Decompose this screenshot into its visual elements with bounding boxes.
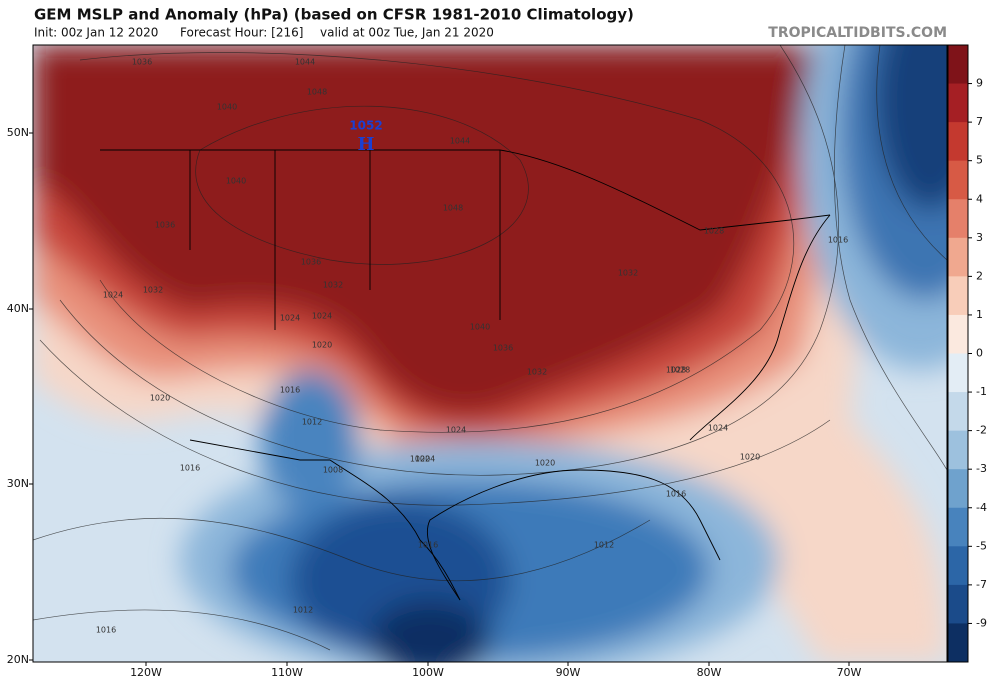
isobar-label: 1040 bbox=[217, 103, 237, 112]
isobar-label: 1012 bbox=[594, 541, 614, 550]
isobars bbox=[33, 45, 947, 651]
isobar-label: 1008 bbox=[323, 466, 343, 475]
colorbar-swatch bbox=[948, 584, 968, 624]
map bbox=[33, 45, 947, 662]
isobar-label: 1012 bbox=[302, 418, 322, 427]
isobar-label: 1020 bbox=[740, 453, 760, 462]
isobar-label: 1024 bbox=[103, 291, 123, 300]
isobar-label: 1036 bbox=[493, 344, 513, 353]
latitude-label: 30N bbox=[7, 477, 29, 490]
latitude-label: 40N bbox=[7, 302, 29, 315]
isobar-label: 1020 bbox=[535, 459, 555, 468]
isobar-label: 1024 bbox=[280, 314, 300, 323]
longitude-label: 100W bbox=[412, 666, 444, 679]
colorbar-label: 4 bbox=[976, 192, 983, 205]
longitude-label: 70W bbox=[837, 666, 862, 679]
isobar-label: 1044 bbox=[295, 58, 315, 67]
isobar-label: 1040 bbox=[226, 177, 246, 186]
colorbar-swatch bbox=[948, 469, 968, 509]
isobar-label: 1028 bbox=[704, 227, 724, 236]
colorbar-swatch bbox=[948, 314, 968, 354]
longitude-label: 80W bbox=[697, 666, 722, 679]
isobar-label: 1024 bbox=[312, 312, 332, 321]
colorbar-swatch bbox=[948, 199, 968, 239]
isobar-label: 1024 bbox=[415, 455, 435, 464]
colorbar-label: -7 bbox=[976, 578, 987, 591]
colorbar-swatch bbox=[948, 122, 968, 162]
isobar-label: 1032 bbox=[323, 281, 343, 290]
site-name: TROPICALTIDBITS.COM bbox=[768, 25, 947, 41]
colorbar-swatch bbox=[948, 507, 968, 547]
isobar-label: 1028 bbox=[670, 366, 690, 375]
colorbar: 9 7 5 4 3 2 1 0 -1 -2 -3 -4 -5 -7 -9 bbox=[947, 44, 987, 663]
colorbar-label: 9 bbox=[976, 77, 983, 90]
colorbar-swatch bbox=[948, 83, 968, 123]
isobar-label: 1020 bbox=[150, 394, 170, 403]
colorbar-label: -5 bbox=[976, 539, 987, 552]
isobar-label: 1016 bbox=[96, 626, 116, 635]
isobar-label: 1044 bbox=[450, 137, 470, 146]
longitude-label: 110W bbox=[271, 666, 303, 679]
forecast-hour: Forecast Hour: [216] bbox=[180, 26, 303, 40]
colorbar-label: 3 bbox=[976, 231, 983, 244]
colorbar-label: 7 bbox=[976, 115, 983, 128]
colorbar-swatch bbox=[948, 45, 968, 85]
colorbar-swatch bbox=[948, 353, 968, 393]
colorbar-swatch bbox=[948, 623, 968, 663]
high-letter: H bbox=[357, 134, 374, 155]
colorbar-swatch bbox=[948, 237, 968, 277]
colorbar-label: -2 bbox=[976, 424, 987, 437]
isobar-label: 1016 bbox=[828, 236, 848, 245]
isobar-label: 1048 bbox=[443, 204, 463, 213]
isobar-label: 1048 bbox=[307, 88, 327, 97]
borders bbox=[100, 149, 831, 601]
isobar-label: 1020 bbox=[312, 341, 332, 350]
colorbar-label: 0 bbox=[976, 347, 983, 360]
isobar-label: 1016 bbox=[666, 490, 686, 499]
isobar-label: 1012 bbox=[293, 606, 313, 615]
colorbar-label: 5 bbox=[976, 154, 983, 167]
colorbar-swatch bbox=[948, 430, 968, 470]
isobar-label: 1040 bbox=[470, 323, 490, 332]
latitude-label: 20N bbox=[7, 653, 29, 666]
anomaly-field bbox=[33, 45, 947, 662]
colorbar-swatch bbox=[948, 546, 968, 586]
colorbar-swatch bbox=[948, 392, 968, 432]
isobar-label: 1036 bbox=[132, 58, 152, 67]
longitude-label: 90W bbox=[556, 666, 581, 679]
isobar-label: 1016 bbox=[180, 464, 200, 473]
longitude-label: 120W bbox=[130, 666, 162, 679]
latitude-label: 50N bbox=[7, 126, 29, 139]
colorbar-label: -4 bbox=[976, 501, 987, 514]
colorbar-swatch bbox=[948, 160, 968, 200]
colorbar-label: 2 bbox=[976, 269, 983, 282]
map-frame bbox=[32, 44, 948, 663]
colorbar-swatch bbox=[948, 276, 968, 316]
colorbar-label: -3 bbox=[976, 462, 987, 475]
title: GEM MSLP and Anomaly (hPa) (based on CFS… bbox=[34, 6, 634, 24]
isobar-label: 1024 bbox=[446, 426, 466, 435]
isobar-label: 1024 bbox=[708, 424, 728, 433]
colorbar-label: -9 bbox=[976, 616, 987, 629]
isobar-label: 1020 bbox=[410, 455, 430, 464]
isobar-label: 1028 bbox=[666, 366, 686, 375]
isobar-label: 1036 bbox=[155, 221, 175, 230]
colorbar-label: -1 bbox=[976, 385, 987, 398]
colorbar-label: 1 bbox=[976, 308, 983, 321]
high-value: 1052 bbox=[349, 119, 382, 133]
isobar-label: 1032 bbox=[618, 269, 638, 278]
valid-time: valid at 00z Tue, Jan 21 2020 bbox=[320, 26, 494, 40]
isobar-label: 1032 bbox=[143, 286, 163, 295]
isobar-label: 1032 bbox=[527, 368, 547, 377]
init: Init: 00z Jan 12 2020 bbox=[34, 26, 158, 40]
isobar-label: 1016 bbox=[280, 386, 300, 395]
isobar-label: 1036 bbox=[301, 258, 321, 267]
isobar-label: 1016 bbox=[418, 541, 438, 550]
